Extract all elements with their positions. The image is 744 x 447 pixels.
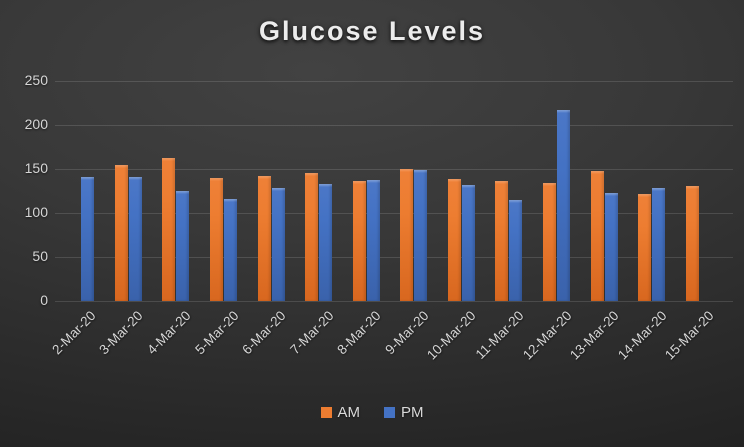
- legend-label-pm: PM: [401, 404, 424, 421]
- bar-am-7-mar-20: [305, 173, 319, 301]
- bar-pm-5-mar-20: [224, 198, 238, 301]
- bar-pm-11-mar-20: [509, 199, 523, 301]
- bar-am-9-mar-20: [400, 169, 414, 301]
- gridline-250: [55, 80, 733, 82]
- bar-pm-4-mar-20: [176, 191, 190, 301]
- bar-group-11-mar-20: [485, 81, 533, 301]
- bar-pm-13-mar-20: [604, 192, 618, 301]
- bar-group-9-mar-20: [390, 81, 438, 301]
- bar-am-12-mar-20: [543, 183, 557, 301]
- am-swatch-icon: [320, 407, 332, 418]
- plot-area: [55, 80, 733, 302]
- bar-group-10-mar-20: [438, 81, 486, 301]
- bar-pm-6-mar-20: [271, 188, 285, 301]
- y-axis-label: 150: [24, 160, 48, 176]
- bar-group-8-mar-20: [342, 81, 390, 301]
- bar-group-13-mar-20: [580, 81, 628, 301]
- bar-group-14-mar-20: [628, 81, 676, 301]
- y-axis-label: 200: [24, 116, 48, 132]
- gridline-200: [55, 124, 733, 126]
- bar-pm-12-mar-20: [557, 110, 571, 301]
- y-axis-label: 50: [32, 248, 48, 264]
- y-axis-label: 100: [24, 204, 48, 220]
- bar-am-5-mar-20: [210, 177, 224, 301]
- chart-title: Glucose Levels: [258, 16, 486, 46]
- bar-pm-7-mar-20: [319, 183, 333, 301]
- y-axis-label: 250: [24, 72, 48, 88]
- bar-pm-14-mar-20: [652, 188, 666, 301]
- bar-group-12-mar-20: [533, 81, 581, 301]
- gridline-0: [55, 300, 733, 302]
- legend-label-am: AM: [337, 404, 361, 421]
- gridline-50: [55, 256, 733, 258]
- bar-am-10-mar-20: [447, 178, 461, 301]
- bar-pm-10-mar-20: [461, 184, 475, 301]
- y-axis-label: 0: [40, 292, 48, 308]
- bar-am-6-mar-20: [257, 176, 271, 301]
- bar-am-14-mar-20: [638, 193, 652, 301]
- pm-swatch-icon: [384, 407, 395, 418]
- bar-am-11-mar-20: [495, 181, 509, 301]
- bar-am-8-mar-20: [352, 181, 366, 301]
- legend: AM PM: [0, 404, 744, 421]
- legend-item-am: AM: [320, 404, 361, 421]
- bar-am-13-mar-20: [590, 170, 604, 301]
- bar-group-3-mar-20: [105, 81, 153, 301]
- bar-pm-2-mar-20: [81, 176, 95, 301]
- bar-pm-9-mar-20: [414, 169, 428, 301]
- bar-pm-3-mar-20: [128, 176, 142, 301]
- bar-pm-8-mar-20: [366, 179, 380, 301]
- bar-group-7-mar-20: [295, 81, 343, 301]
- gridline-100: [55, 212, 733, 214]
- legend-item-pm: PM: [384, 404, 424, 421]
- bar-group-6-mar-20: [247, 81, 295, 301]
- bar-am-15-mar-20: [685, 185, 699, 301]
- bar-group-15-mar-20: [676, 81, 724, 301]
- bar-group-4-mar-20: [152, 81, 200, 301]
- gridline-150: [55, 168, 733, 170]
- bar-series-container: [57, 81, 723, 301]
- bar-am-3-mar-20: [114, 165, 128, 301]
- bar-group-2-mar-20: [57, 81, 105, 301]
- bar-group-5-mar-20: [200, 81, 248, 301]
- bar-am-4-mar-20: [162, 157, 176, 301]
